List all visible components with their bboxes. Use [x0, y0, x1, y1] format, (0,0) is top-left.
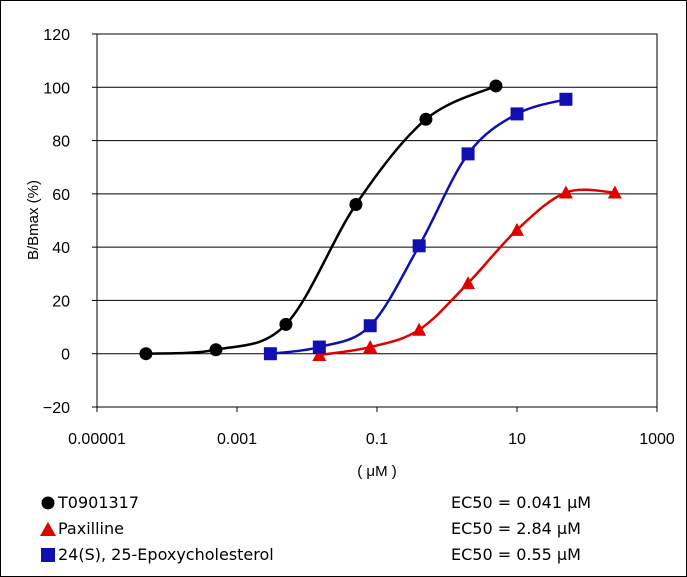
data-point	[419, 112, 433, 126]
data-point	[461, 276, 476, 290]
data-point	[263, 347, 277, 361]
legend-item-epoxycholesterol: 24(S), 25-Epoxycholesterol EC50 = 0.55 μ…	[40, 543, 670, 567]
ec50-value: EC50 = 2.84 μM	[451, 519, 581, 538]
x-tick-label: 10	[508, 431, 526, 448]
data-point	[412, 322, 427, 336]
series-line-0	[145, 84, 497, 355]
data-point	[510, 107, 524, 121]
gridlines	[97, 33, 657, 408]
square-marker-icon	[41, 548, 55, 562]
data-point	[461, 147, 475, 161]
data-point	[139, 347, 153, 361]
y-tick-label: 20	[52, 293, 70, 310]
y-tick-label: 120	[43, 27, 70, 44]
x-axis-ticks: 0.00001 0.001 0.1 10 1000	[68, 407, 675, 448]
data-point	[559, 92, 573, 106]
y-tick-label: 0	[61, 347, 70, 364]
plot-area-border	[96, 33, 658, 408]
data-point	[279, 317, 293, 331]
ec50-value: EC50 = 0.041 μM	[451, 493, 592, 512]
x-axis-title: ( μM )	[357, 463, 396, 480]
x-tick-label: 0.001	[217, 431, 257, 448]
y-axis-title: B/Bmax (%)	[25, 180, 42, 260]
data-point	[558, 185, 573, 199]
x-tick-label: 0.00001	[68, 431, 126, 448]
x-tick-label: 0.1	[366, 431, 388, 448]
y-tick-label: 40	[52, 240, 70, 257]
legend-item-paxilline: Paxilline EC50 = 2.84 μM	[40, 517, 670, 541]
y-tick-label: 60	[52, 187, 70, 204]
data-point	[312, 348, 327, 362]
data-point	[363, 319, 377, 333]
data-point	[607, 185, 622, 199]
x-tick-label: 1000	[639, 431, 675, 448]
data-point	[489, 79, 503, 93]
legend-label: Paxilline	[58, 519, 124, 538]
legend-item-t0901317: T0901317 EC50 = 0.041 μM	[40, 491, 670, 515]
data-point	[510, 222, 524, 236]
data-point	[312, 340, 326, 354]
data-point	[209, 343, 223, 357]
data-point	[363, 340, 378, 354]
series-curves	[145, 84, 615, 357]
data-point	[349, 198, 363, 212]
circle-marker-icon	[41, 496, 55, 510]
legend-label: 24(S), 25-Epoxycholesterol	[58, 545, 274, 564]
legend-label: T0901317	[58, 493, 140, 512]
y-tick-label: 80	[52, 134, 70, 151]
triangle-marker-icon	[40, 522, 56, 536]
y-tick-label: −20	[43, 400, 70, 417]
series-points	[139, 79, 622, 362]
data-point	[412, 239, 426, 253]
ec50-value: EC50 = 0.55 μM	[451, 545, 581, 564]
y-axis-ticks: 120 100 80 60 40 20 0 −20	[43, 27, 97, 417]
y-tick-label: 100	[43, 80, 70, 97]
